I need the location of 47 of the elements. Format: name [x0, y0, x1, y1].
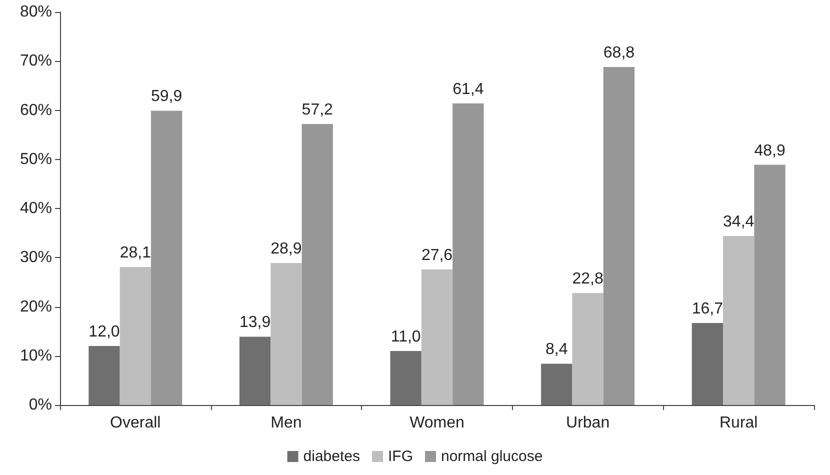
y-tick-label: 40%	[20, 200, 52, 217]
legend-label: diabetes	[303, 448, 360, 465]
data-label: 12,0	[88, 324, 120, 341]
data-label: 16,7	[692, 300, 724, 318]
bar	[572, 292, 604, 405]
data-label: 13,9	[239, 314, 271, 332]
y-tick-label: 50%	[20, 150, 52, 168]
bar	[452, 103, 484, 405]
x-tick-label: Women	[410, 414, 464, 432]
x-tick-label: Rural	[719, 414, 758, 432]
data-label: 28,9	[270, 240, 302, 258]
data-label: 22,8	[572, 270, 604, 288]
bar	[150, 110, 182, 405]
legend-label: normal glucose	[440, 448, 543, 465]
bar	[421, 269, 453, 405]
data-label: 68,8	[603, 44, 635, 62]
data-label: 61,4	[452, 80, 484, 98]
bar	[270, 263, 302, 405]
data-label: 48,9	[754, 142, 786, 160]
legend-label: IFG	[388, 448, 413, 465]
y-tick-label: 60%	[20, 102, 52, 119]
bar	[603, 67, 635, 405]
bar	[302, 124, 333, 405]
data-label: 57,2	[302, 102, 334, 119]
x-tick-label: Urban	[566, 414, 610, 432]
x-tick-label: Overall	[110, 414, 161, 432]
bar	[692, 322, 724, 405]
data-label: 59,9	[150, 88, 182, 106]
data-label: 8,4	[546, 341, 568, 358]
y-tick-label: 70%	[20, 52, 52, 70]
bar	[120, 266, 151, 405]
y-tick-label: 10%	[20, 347, 52, 364]
bar	[541, 364, 572, 405]
bar	[239, 336, 271, 405]
y-tick-label: 30%	[20, 249, 52, 266]
y-tick-label: 20%	[20, 298, 52, 316]
bar	[88, 346, 120, 405]
data-label: 27,6	[421, 246, 453, 264]
bar	[723, 236, 754, 405]
y-tick-label: 80%	[20, 4, 52, 20]
data-label: 34,4	[723, 214, 754, 231]
bar	[754, 164, 786, 405]
data-label: 28,1	[120, 244, 152, 262]
x-tick-label: Men	[270, 414, 302, 432]
y-tick-label: 0%	[28, 396, 52, 414]
data-label: 11,0	[390, 328, 421, 346]
bar	[390, 350, 422, 405]
